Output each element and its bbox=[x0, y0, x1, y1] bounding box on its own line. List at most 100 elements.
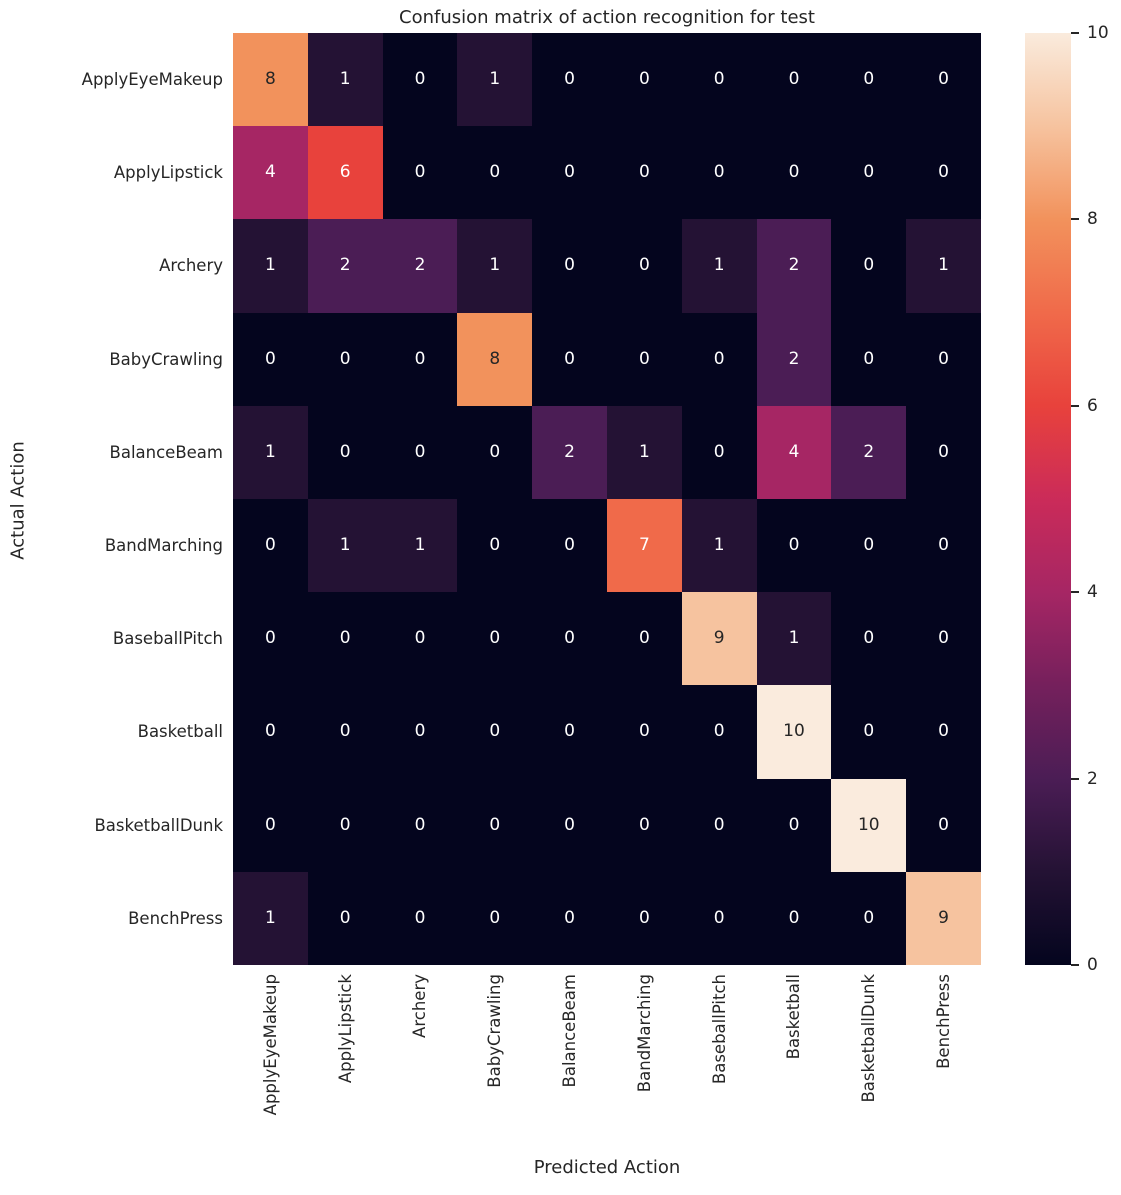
colorbar-tick-label: 8 bbox=[1087, 209, 1098, 230]
heatmap-cell: 0 bbox=[382, 778, 458, 872]
colorbar-tick-mark bbox=[1071, 218, 1079, 221]
heatmap-cell: 0 bbox=[382, 33, 458, 127]
colorbar-tick-label: 2 bbox=[1087, 768, 1098, 789]
heatmap-cell: 0 bbox=[906, 126, 981, 220]
x-tick-label: BaseballPitch bbox=[709, 974, 729, 1085]
colorbar-tick-label: 4 bbox=[1087, 582, 1098, 603]
heatmap-cell: 0 bbox=[382, 592, 458, 686]
heatmap-cell: 1 bbox=[607, 405, 682, 499]
heatmap-cell: 0 bbox=[307, 778, 383, 872]
heatmap-cell: 0 bbox=[906, 685, 981, 779]
x-tick-label: BenchPress bbox=[934, 974, 954, 1069]
heatmap-cell: 0 bbox=[756, 126, 832, 220]
heatmap-cell: 8 bbox=[233, 33, 308, 127]
x-tick-label: BabyCrawling bbox=[485, 974, 505, 1088]
colorbar-tick-mark bbox=[1071, 964, 1079, 966]
y-tick-label: Basketball bbox=[137, 722, 223, 742]
colorbar-gradient bbox=[1025, 33, 1071, 965]
x-tick-labels: ApplyEyeMakeup ApplyLipstick Archery BabyCr… bbox=[233, 974, 981, 1152]
heatmap-cell: 0 bbox=[532, 312, 607, 406]
heatmap-cell: 6 bbox=[307, 126, 383, 220]
heatmap-cell: 0 bbox=[532, 685, 607, 779]
heatmap-cell: 0 bbox=[233, 592, 308, 686]
colorbar-tick-mark bbox=[1071, 32, 1079, 34]
x-tick-label: BalanceBeam bbox=[560, 974, 580, 1088]
colorbar-tick-mark bbox=[1071, 591, 1079, 594]
heatmap-cell: 0 bbox=[607, 592, 682, 686]
heatmap-cell: 0 bbox=[831, 33, 907, 127]
heatmap-cell: 0 bbox=[831, 592, 907, 686]
x-tick-label: ApplyEyeMakeup bbox=[260, 974, 280, 1116]
heatmap-cell: 10 bbox=[831, 778, 907, 872]
heatmap-cell: 0 bbox=[307, 871, 383, 965]
heatmap-cell: 0 bbox=[307, 405, 383, 499]
y-tick-label: BenchPress bbox=[128, 908, 223, 928]
heatmap-cell: 0 bbox=[307, 592, 383, 686]
heatmap-cell: 1 bbox=[681, 498, 757, 593]
y-tick-label: BasketballDunk bbox=[94, 815, 223, 835]
heatmap-cell: 0 bbox=[681, 312, 757, 406]
heatmap-cell: 0 bbox=[233, 312, 308, 406]
heatmap-cell: 0 bbox=[532, 126, 607, 220]
heatmap-cell: 10 bbox=[756, 685, 832, 779]
heatmap-cell: 1 bbox=[233, 871, 308, 965]
heatmap-cell: 0 bbox=[382, 126, 458, 220]
heatmap-cell: 0 bbox=[831, 126, 907, 220]
heatmap-cell: 0 bbox=[382, 871, 458, 965]
heatmap-cell: 0 bbox=[607, 312, 682, 406]
heatmap-cell: 0 bbox=[307, 312, 383, 406]
heatmap-cell: 0 bbox=[457, 498, 533, 593]
heatmap-cell: 9 bbox=[906, 871, 981, 965]
heatmap-cell: 0 bbox=[233, 778, 308, 872]
heatmap-cell: 0 bbox=[457, 685, 533, 779]
heatmap-cell: 0 bbox=[681, 778, 757, 872]
heatmap-cell: 0 bbox=[756, 778, 832, 872]
heatmap-cell: 0 bbox=[681, 33, 757, 127]
y-tick-label: BalanceBeam bbox=[109, 442, 223, 462]
heatmap-cell: 0 bbox=[233, 685, 308, 779]
heatmap-cell: 0 bbox=[607, 871, 682, 965]
colorbar-tick-label: 6 bbox=[1087, 395, 1098, 416]
heatmap-cell: 0 bbox=[457, 592, 533, 686]
heatmap-cell: 0 bbox=[307, 685, 383, 779]
heatmap-cell: 9 bbox=[681, 592, 757, 686]
x-tick-label: BasketballDunk bbox=[859, 974, 879, 1103]
heatmap-cell: 0 bbox=[831, 498, 907, 593]
colorbar: 0 2 4 6 8 10 bbox=[1025, 23, 1109, 975]
heatmap-cell: 0 bbox=[906, 405, 981, 499]
heatmap-cell: 0 bbox=[457, 778, 533, 872]
y-tick-label: ApplyLipstick bbox=[113, 163, 223, 183]
heatmap-cell: 0 bbox=[532, 219, 607, 313]
x-tick-label: ApplyLipstick bbox=[335, 974, 355, 1084]
heatmap-cell: 0 bbox=[681, 685, 757, 779]
heatmap-cell: 0 bbox=[906, 33, 981, 127]
heatmap-cell: 8 bbox=[457, 312, 533, 406]
heatmap-cell: 0 bbox=[607, 126, 682, 220]
heatmap-cell: 0 bbox=[457, 871, 533, 965]
heatmap-cell: 4 bbox=[756, 405, 832, 499]
heatmap-cell: 0 bbox=[906, 778, 981, 872]
heatmap-cell: 2 bbox=[532, 405, 607, 499]
heatmap-cell: 1 bbox=[307, 498, 383, 593]
heatmap-cell: 0 bbox=[906, 498, 981, 593]
heatmap-cell: 1 bbox=[457, 219, 533, 313]
heatmap-cell: 2 bbox=[756, 219, 832, 313]
colorbar-tick-mark bbox=[1071, 777, 1079, 780]
heatmap-cell: 2 bbox=[382, 219, 458, 313]
heatmap-cell: 0 bbox=[756, 33, 832, 127]
heatmap-cell: 0 bbox=[532, 592, 607, 686]
heatmap-cell: 2 bbox=[307, 219, 383, 313]
heatmap-cell: 1 bbox=[457, 33, 533, 127]
x-tick-label: BandMarching bbox=[634, 974, 654, 1093]
heatmap-cell: 1 bbox=[233, 405, 308, 499]
y-tick-labels: ApplyEyeMakeup ApplyLipstick Archery BabyCr… bbox=[0, 33, 223, 965]
heatmap-cell: 1 bbox=[681, 219, 757, 313]
x-axis-label: Predicted Action bbox=[533, 1157, 681, 1178]
heatmap-cell: 0 bbox=[831, 219, 907, 313]
heatmap-cell: 2 bbox=[756, 312, 832, 406]
heatmap-cell: 0 bbox=[382, 405, 458, 499]
heatmap-cell: 1 bbox=[233, 219, 308, 313]
heatmap-cell: 0 bbox=[607, 219, 682, 313]
colorbar-tick-label: 0 bbox=[1087, 955, 1098, 975]
heatmap-cell: 1 bbox=[906, 219, 981, 313]
